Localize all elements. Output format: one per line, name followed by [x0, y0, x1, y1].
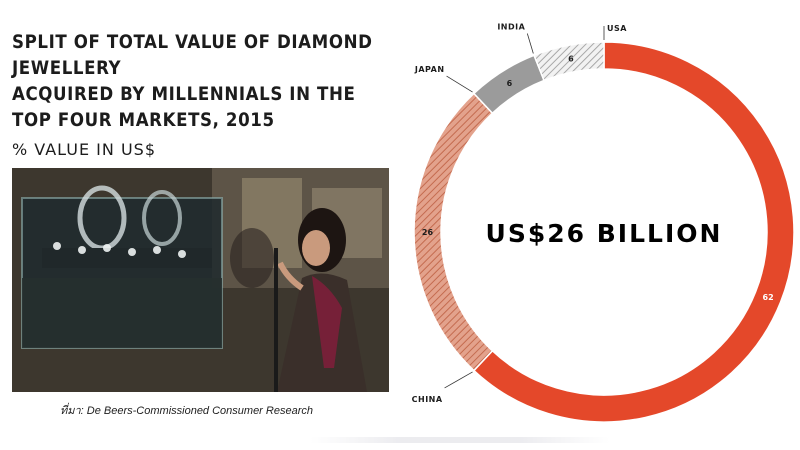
donut-segment-india	[533, 41, 605, 82]
category-label-india: INDIA	[497, 22, 525, 31]
data-label-india: 6	[568, 55, 574, 64]
source-note: ที่มา: De Beers-Commissioned Consumer Re…	[60, 405, 313, 417]
leader-line-china	[444, 371, 473, 389]
category-label-china: CHINA	[412, 395, 443, 404]
shopping-photo	[12, 168, 389, 392]
category-label-usa: USA	[607, 24, 627, 33]
faint-caption-bar	[310, 437, 610, 443]
leader-line-japan	[446, 75, 473, 93]
donut-segment-usa	[472, 41, 795, 423]
donut-center-total: US$26 BILLION	[486, 219, 723, 248]
photo-woman-window-shopping-icon	[12, 168, 389, 392]
category-label-japan: JAPAN	[414, 65, 445, 74]
chart-title-line-3: TOP FOUR MARKETS, 2015	[12, 110, 275, 131]
data-label-usa: 62	[763, 293, 774, 302]
data-label-china: 26	[422, 228, 434, 237]
leader-line-india	[526, 33, 534, 54]
chart-title: SPLIT OF TOTAL VALUE OF DIAMOND JEWELLER…	[12, 30, 452, 134]
chart-title-line-1: SPLIT OF TOTAL VALUE OF DIAMOND JEWELLER…	[12, 32, 373, 79]
chart-title-line-2: ACQUIRED BY MILLENNIALS IN THE	[12, 84, 356, 105]
chart-subtitle: % VALUE IN US$	[12, 140, 156, 159]
data-label-japan: 6	[507, 79, 513, 88]
